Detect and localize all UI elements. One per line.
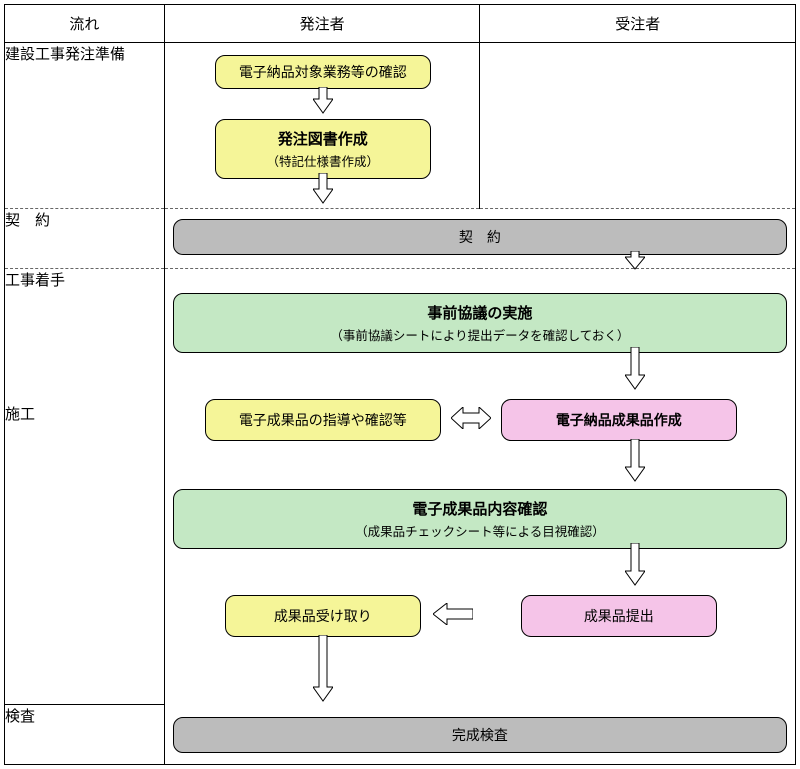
- box-contract: 契 約: [173, 219, 787, 255]
- arrow-down-5: [625, 439, 645, 483]
- arrow-down-6: [625, 543, 645, 587]
- box-submit-text: 成果品提出: [584, 608, 654, 624]
- arrow-down-1: [313, 87, 333, 115]
- row-phase3a: 工事着手 事前協議の実施 （事前協議シートにより提出データを確認しておく） 電子…: [5, 269, 796, 403]
- box-create-deliverable: 電子納品成果品作成: [501, 399, 737, 441]
- header-row: 流れ 発注者 受注者: [5, 5, 796, 43]
- flowchart-table: 流れ 発注者 受注者 建設工事発注準備 電子納品対象業務等の確認 発注図書作成 …: [4, 4, 796, 765]
- box-order-docs-sub: （特記仕様書作成）: [224, 151, 422, 170]
- arrow-bi-1: [451, 407, 491, 429]
- row-phase4: 検査 完成検査: [5, 705, 796, 765]
- box-confirm-target-text: 電子納品対象業務等の確認: [239, 64, 407, 80]
- row-phase2: 契 約 契 約: [5, 209, 796, 269]
- box-preconsult-title: 事前協議の実施: [182, 302, 778, 323]
- phase1-col3: [480, 43, 796, 209]
- row-phase1: 建設工事発注準備 電子納品対象業務等の確認 発注図書作成 （特記仕様書作成）: [5, 43, 796, 209]
- phase2-label: 契 約: [5, 209, 165, 269]
- box-confirm-target: 電子納品対象業務等の確認: [215, 55, 431, 89]
- phase3b-label: 施工: [5, 403, 165, 705]
- arrow-left-1: [433, 603, 473, 625]
- box-preconsult: 事前協議の実施 （事前協議シートにより提出データを確認しておく）: [173, 293, 787, 353]
- box-guidance: 電子成果品の指導や確認等: [205, 399, 441, 441]
- phase1-col2: 電子納品対象業務等の確認 発注図書作成 （特記仕様書作成）: [164, 43, 480, 209]
- box-receive: 成果品受け取り: [225, 595, 421, 637]
- phase4-content: 完成検査: [164, 705, 795, 765]
- box-preconsult-sub: （事前協議シートにより提出データを確認しておく）: [182, 325, 778, 344]
- box-content-check-title: 電子成果品内容確認: [182, 498, 778, 519]
- arrow-down-7: [313, 635, 333, 703]
- arrow-down-2: [313, 173, 333, 205]
- box-submit: 成果品提出: [521, 595, 717, 637]
- phase4-label: 検査: [5, 705, 165, 765]
- box-content-check: 電子成果品内容確認 （成果品チェックシート等による目視確認）: [173, 489, 787, 549]
- header-contractor: 受注者: [480, 5, 796, 43]
- box-content-check-sub: （成果品チェックシート等による目視確認）: [182, 521, 778, 540]
- phase2-content: 契 約: [164, 209, 795, 269]
- box-final-inspection: 完成検査: [173, 717, 787, 753]
- box-order-docs-title: 発注図書作成: [224, 128, 422, 149]
- box-order-docs: 発注図書作成 （特記仕様書作成）: [215, 119, 431, 179]
- box-receive-text: 成果品受け取り: [274, 608, 372, 624]
- box-contract-text: 契 約: [459, 229, 501, 245]
- phase3-content: 事前協議の実施 （事前協議シートにより提出データを確認しておく） 電子成果品の指…: [164, 269, 795, 705]
- header-orderer: 発注者: [164, 5, 480, 43]
- box-guidance-text: 電子成果品の指導や確認等: [239, 412, 407, 428]
- box-create-deliverable-text: 電子納品成果品作成: [556, 412, 682, 428]
- phase1-label: 建設工事発注準備: [5, 43, 165, 209]
- header-flow: 流れ: [5, 5, 165, 43]
- arrow-down-4: [625, 347, 645, 391]
- phase3a-label: 工事着手: [5, 269, 165, 403]
- box-final-inspection-text: 完成検査: [452, 727, 508, 743]
